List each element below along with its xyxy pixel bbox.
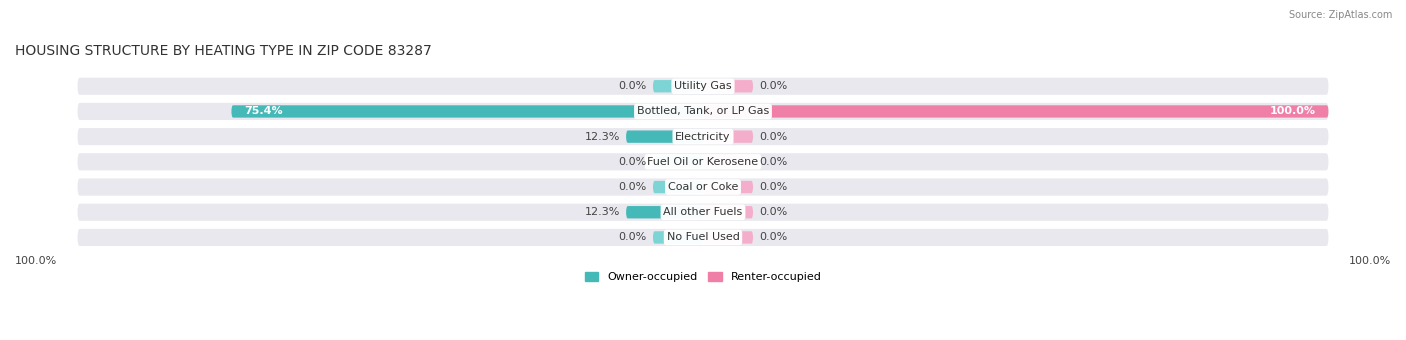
FancyBboxPatch shape [703,105,1329,118]
FancyBboxPatch shape [652,231,703,243]
FancyBboxPatch shape [626,206,703,218]
FancyBboxPatch shape [652,181,703,193]
Text: 0.0%: 0.0% [759,132,787,142]
FancyBboxPatch shape [77,178,1329,195]
Text: 0.0%: 0.0% [759,157,787,167]
FancyBboxPatch shape [77,128,1329,145]
Text: 12.3%: 12.3% [585,207,620,217]
Text: All other Fuels: All other Fuels [664,207,742,217]
Text: Utility Gas: Utility Gas [675,81,731,91]
FancyBboxPatch shape [703,80,754,92]
FancyBboxPatch shape [652,156,703,168]
Text: 0.0%: 0.0% [759,182,787,192]
Text: 75.4%: 75.4% [243,106,283,116]
FancyBboxPatch shape [77,204,1329,221]
FancyBboxPatch shape [703,131,754,143]
Text: Electricity: Electricity [675,132,731,142]
Text: 100.0%: 100.0% [1348,256,1391,266]
FancyBboxPatch shape [703,206,754,218]
FancyBboxPatch shape [77,153,1329,170]
Text: Source: ZipAtlas.com: Source: ZipAtlas.com [1288,10,1392,20]
FancyBboxPatch shape [77,103,1329,120]
Text: Fuel Oil or Kerosene: Fuel Oil or Kerosene [647,157,759,167]
Text: 100.0%: 100.0% [15,256,58,266]
Text: 12.3%: 12.3% [585,132,620,142]
FancyBboxPatch shape [77,78,1329,95]
Text: HOUSING STRUCTURE BY HEATING TYPE IN ZIP CODE 83287: HOUSING STRUCTURE BY HEATING TYPE IN ZIP… [15,45,432,58]
Text: 100.0%: 100.0% [1270,106,1316,116]
FancyBboxPatch shape [703,156,754,168]
FancyBboxPatch shape [652,80,703,92]
FancyBboxPatch shape [703,231,754,243]
Text: 0.0%: 0.0% [759,207,787,217]
FancyBboxPatch shape [703,181,754,193]
FancyBboxPatch shape [77,229,1329,246]
Text: 0.0%: 0.0% [759,233,787,242]
Text: Bottled, Tank, or LP Gas: Bottled, Tank, or LP Gas [637,106,769,116]
Text: 0.0%: 0.0% [619,182,647,192]
Legend: Owner-occupied, Renter-occupied: Owner-occupied, Renter-occupied [581,268,825,287]
FancyBboxPatch shape [626,131,703,143]
Text: 0.0%: 0.0% [619,81,647,91]
Text: Coal or Coke: Coal or Coke [668,182,738,192]
Text: No Fuel Used: No Fuel Used [666,233,740,242]
Text: 0.0%: 0.0% [619,233,647,242]
Text: 0.0%: 0.0% [619,157,647,167]
FancyBboxPatch shape [232,105,703,118]
Text: 0.0%: 0.0% [759,81,787,91]
